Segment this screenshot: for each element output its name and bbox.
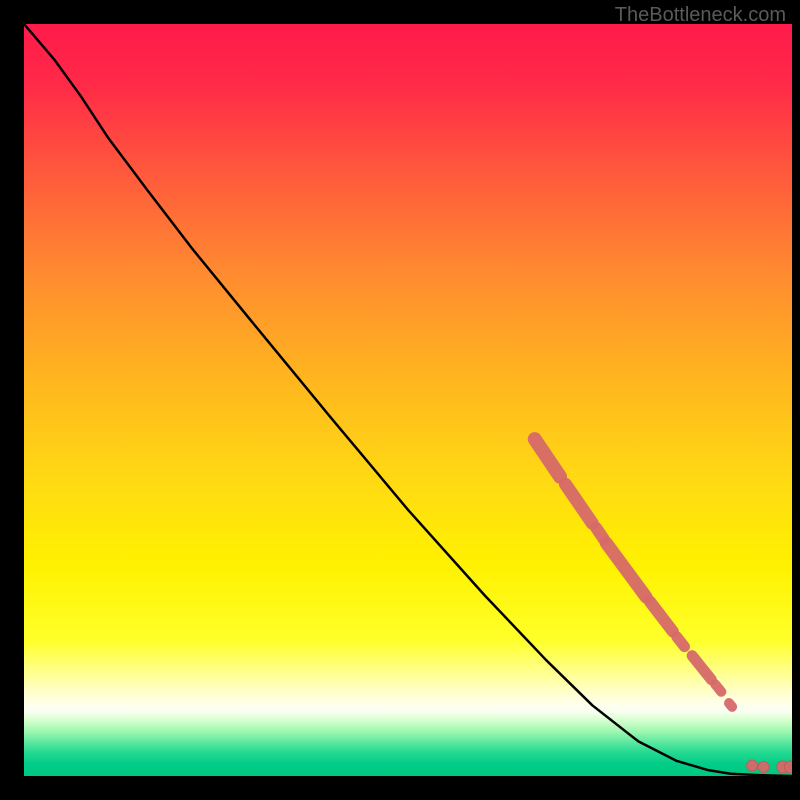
marker-segment	[650, 602, 673, 632]
markers-layer	[24, 24, 792, 776]
marker-segments	[535, 439, 732, 707]
marker-segment	[729, 703, 732, 707]
marker-segment	[535, 439, 560, 477]
marker-segment	[565, 484, 592, 523]
chart-container: TheBottleneck.com	[0, 0, 800, 800]
marker-dots	[747, 760, 792, 773]
plot-area	[24, 24, 792, 776]
marker-segment	[606, 543, 646, 597]
marker-dot	[784, 761, 792, 773]
marker-segment	[677, 637, 685, 647]
marker-dot	[747, 760, 758, 771]
marker-segment	[692, 656, 711, 680]
marker-dot	[758, 761, 769, 772]
marker-segment	[715, 684, 721, 692]
watermark-text: TheBottleneck.com	[615, 4, 786, 27]
